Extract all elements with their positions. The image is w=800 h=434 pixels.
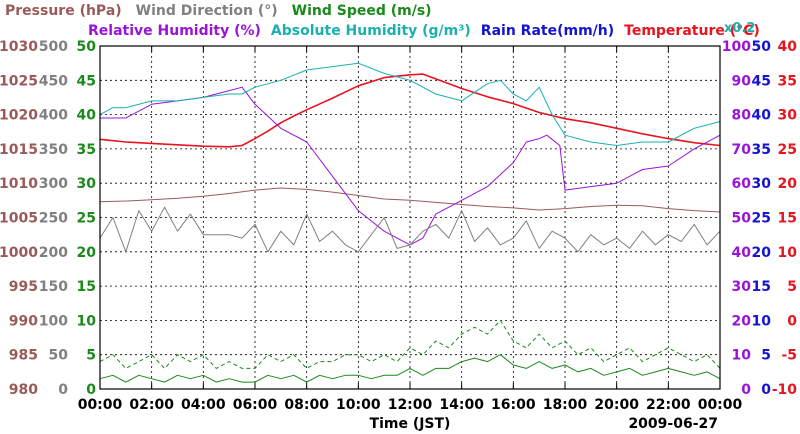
left-tick-label: 995 [9, 279, 38, 295]
right-tick-label: 80 [732, 108, 752, 124]
right-tick-label: 5 [787, 279, 797, 295]
left-tick-label: 50 [77, 39, 97, 55]
x-tick-label: 08:00 [284, 397, 329, 413]
left-tick-label: 1005 [0, 211, 38, 227]
left-tick-label: 35 [77, 142, 96, 158]
right-tick-label: 30 [732, 279, 752, 295]
left-tick-label: 300 [39, 176, 68, 192]
left-tick-label: 350 [39, 142, 68, 158]
left-tick-label: 1000 [0, 245, 38, 261]
x-tick-label: 10:00 [336, 397, 381, 413]
right-tick-label: 20 [732, 313, 752, 329]
left-tick-label: 500 [39, 39, 68, 55]
right-tick-label: 30 [778, 108, 798, 124]
right-tick-label: 35 [778, 73, 797, 89]
right-tick-label: 50 [732, 211, 752, 227]
left-tick-label: 400 [39, 108, 68, 124]
legend-item-5: Absolute Humidity (g/m³) [271, 23, 471, 39]
left-tick-label: 40 [77, 108, 97, 124]
scale-note: x0.2 [724, 21, 755, 36]
right-tick-label: 15 [778, 211, 797, 227]
x-tick-label: 12:00 [388, 397, 433, 413]
right-tick-label: 0 [787, 313, 797, 329]
x-tick-label: 18:00 [543, 397, 588, 413]
left-tick-label: 15 [77, 279, 96, 295]
right-tick-label: 25 [778, 142, 797, 158]
right-tick-label: 10 [778, 245, 798, 261]
left-tick-label: 990 [9, 313, 38, 329]
right-tick-label: 40 [752, 108, 772, 124]
left-tick-label: 1020 [0, 108, 38, 124]
legend-item-2: Wind Direction (°) [136, 3, 278, 19]
legend-item-1: Pressure (hPa) [5, 3, 122, 19]
left-tick-label: 10 [77, 313, 97, 329]
left-tick-label: 20 [77, 245, 97, 261]
right-tick-label: 70 [732, 142, 752, 158]
left-tick-label: 30 [77, 176, 97, 192]
left-tick-label: 25 [77, 211, 96, 227]
left-tick-label: 1025 [0, 73, 38, 89]
right-tick-label: -5 [781, 348, 797, 364]
left-tick-label: 50 [49, 348, 69, 364]
right-tick-label: 45 [752, 73, 771, 89]
right-tick-label: 10 [732, 348, 752, 364]
right-tick-label: 30 [752, 176, 772, 192]
legend-item-3: Wind Speed (m/s) [292, 3, 432, 19]
x-tick-label: 22:00 [646, 397, 691, 413]
x-axis-title: Time (JST) [370, 416, 451, 432]
left-tick-label: 985 [9, 348, 38, 364]
right-tick-label: 0 [741, 382, 751, 398]
right-tick-label: 5 [761, 348, 771, 364]
series-pressure [99, 187, 721, 213]
right-tick-label: 90 [732, 73, 752, 89]
left-tick-label: 1010 [0, 176, 38, 192]
left-tick-label: 45 [77, 73, 96, 89]
right-tick-label: 0 [761, 382, 771, 398]
right-tick-label: 40 [732, 245, 752, 261]
series-wind-speed-max [99, 319, 721, 369]
left-tick-label: 980 [9, 382, 38, 398]
left-tick-label: 250 [39, 211, 68, 227]
right-tick-label: 60 [732, 176, 752, 192]
right-tick-label: 35 [752, 142, 771, 158]
x-tick-label: 06:00 [233, 397, 278, 413]
left-tick-label: 5 [86, 348, 96, 364]
left-tick-label: 1015 [0, 142, 38, 158]
date-label: 2009-06-27 [628, 416, 718, 432]
right-tick-label: 100 [722, 39, 751, 55]
x-tick-label: 16:00 [491, 397, 536, 413]
left-tick-label: 0 [58, 382, 68, 398]
x-tick-label: 00:00 [78, 397, 123, 413]
left-tick-label: 150 [39, 279, 68, 295]
right-tick-label: 15 [752, 279, 771, 295]
right-tick-label: -10 [772, 382, 798, 398]
left-tick-label: 450 [39, 73, 68, 89]
series-wind-direction [99, 206, 721, 253]
series-relative-humidity [100, 86, 721, 246]
right-tick-label: 40 [778, 39, 798, 55]
legend-item-4: Relative Humidity (%) [88, 23, 261, 39]
left-tick-label: 1030 [0, 39, 38, 55]
series-absolute-humidity-x0-2 [99, 62, 721, 146]
x-tick-label: 02:00 [129, 397, 174, 413]
right-tick-label: 10 [752, 313, 772, 329]
x-tick-label: 00:00 [698, 397, 743, 413]
right-tick-label: 25 [752, 211, 771, 227]
series-temperature [99, 73, 721, 148]
series-wind-speed-mean [99, 354, 721, 383]
left-tick-label: 200 [39, 245, 68, 261]
left-tick-label: 0 [86, 382, 96, 398]
right-tick-label: 50 [752, 39, 772, 55]
legend-item-6: Rain Rate(mm/h) [481, 23, 614, 39]
left-tick-label: 100 [39, 313, 68, 329]
x-tick-label: 04:00 [181, 397, 226, 413]
x-tick-label: 14:00 [439, 397, 484, 413]
right-tick-label: 20 [752, 245, 772, 261]
x-tick-label: 20:00 [594, 397, 639, 413]
legend-item-7: Temperature (°C) [624, 23, 760, 39]
right-tick-label: 20 [778, 176, 798, 192]
